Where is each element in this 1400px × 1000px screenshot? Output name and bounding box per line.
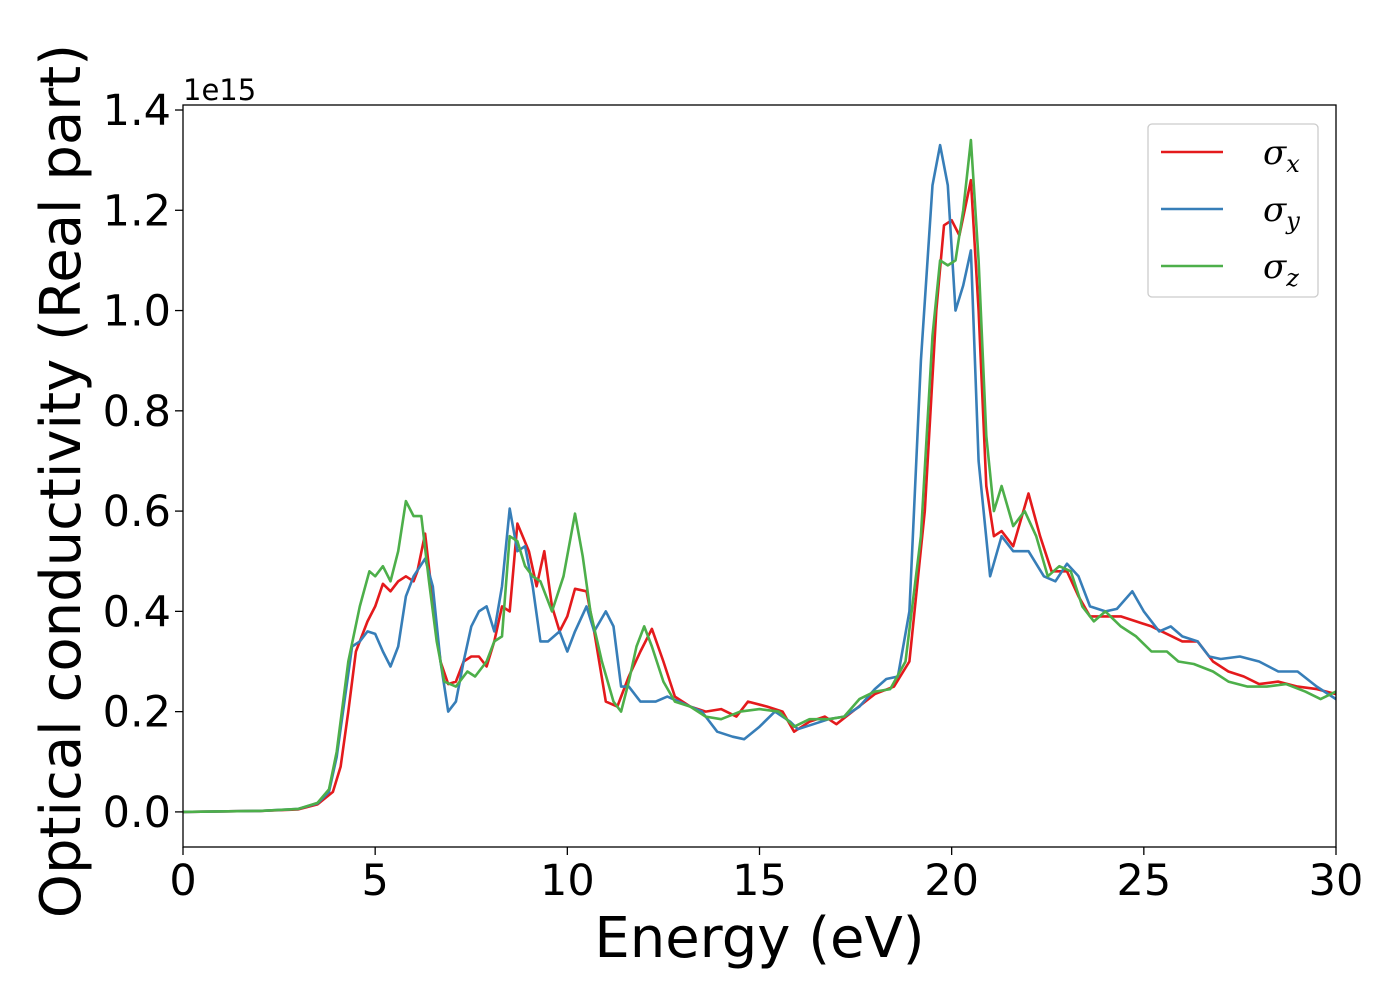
x-axis: 0 5 10 15 20 25 30 [169,847,1363,906]
series-line-sigma-z [183,138,1336,814]
legend-item-sigma-x: σx [1161,133,1300,178]
y-tick-label: 0.4 [103,587,171,637]
legend-item-sigma-y: σy [1161,190,1300,235]
series-layer [183,138,1336,814]
x-tick-label: 30 [1309,856,1364,906]
y-tick-label: 0.0 [103,788,171,838]
legend-box [1147,123,1319,298]
x-tick-label: 10 [540,856,595,906]
x-tick-label: 20 [924,856,979,906]
series-line-sigma-y [183,143,1336,814]
legend-label: σy [1263,190,1300,235]
y-tick-label: 0.2 [103,688,171,738]
x-tick-label: 0 [169,856,196,906]
y-axis: 0.0 0.2 0.4 0.6 0.8 1.0 1.2 1.4 [103,86,183,838]
y-tick-label: 1.0 [103,287,171,337]
y-tick-label: 0.6 [103,487,171,537]
x-tick-label: 25 [1116,856,1171,906]
y-tick-label: 1.4 [103,86,171,136]
legend-label: σz [1263,247,1299,292]
y-axis-title: Optical conductivity (Real part) [29,44,94,918]
x-tick-label: 15 [732,856,787,906]
y-tick-label: 1.2 [103,186,171,236]
y-offset-label: 1e15 [183,73,256,107]
legend-item-sigma-z: σz [1161,247,1299,292]
x-axis-title: Energy (eV) [594,906,924,971]
legend: σx σy σz [1147,123,1319,298]
legend-label: σx [1263,133,1300,178]
x-tick-label: 5 [361,856,388,906]
y-tick-label: 0.8 [103,387,171,437]
